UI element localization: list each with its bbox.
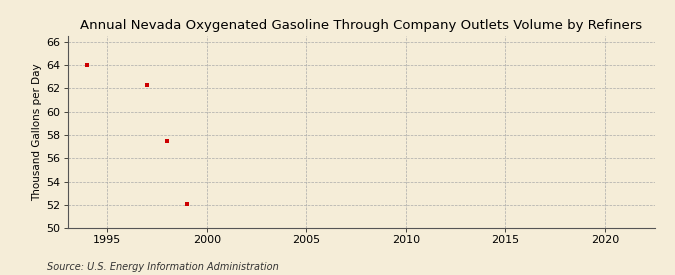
Y-axis label: Thousand Gallons per Day: Thousand Gallons per Day [32,63,43,201]
Title: Annual Nevada Oxygenated Gasoline Through Company Outlets Volume by Refiners: Annual Nevada Oxygenated Gasoline Throug… [80,19,642,32]
Text: Source: U.S. Energy Information Administration: Source: U.S. Energy Information Administ… [47,262,279,272]
